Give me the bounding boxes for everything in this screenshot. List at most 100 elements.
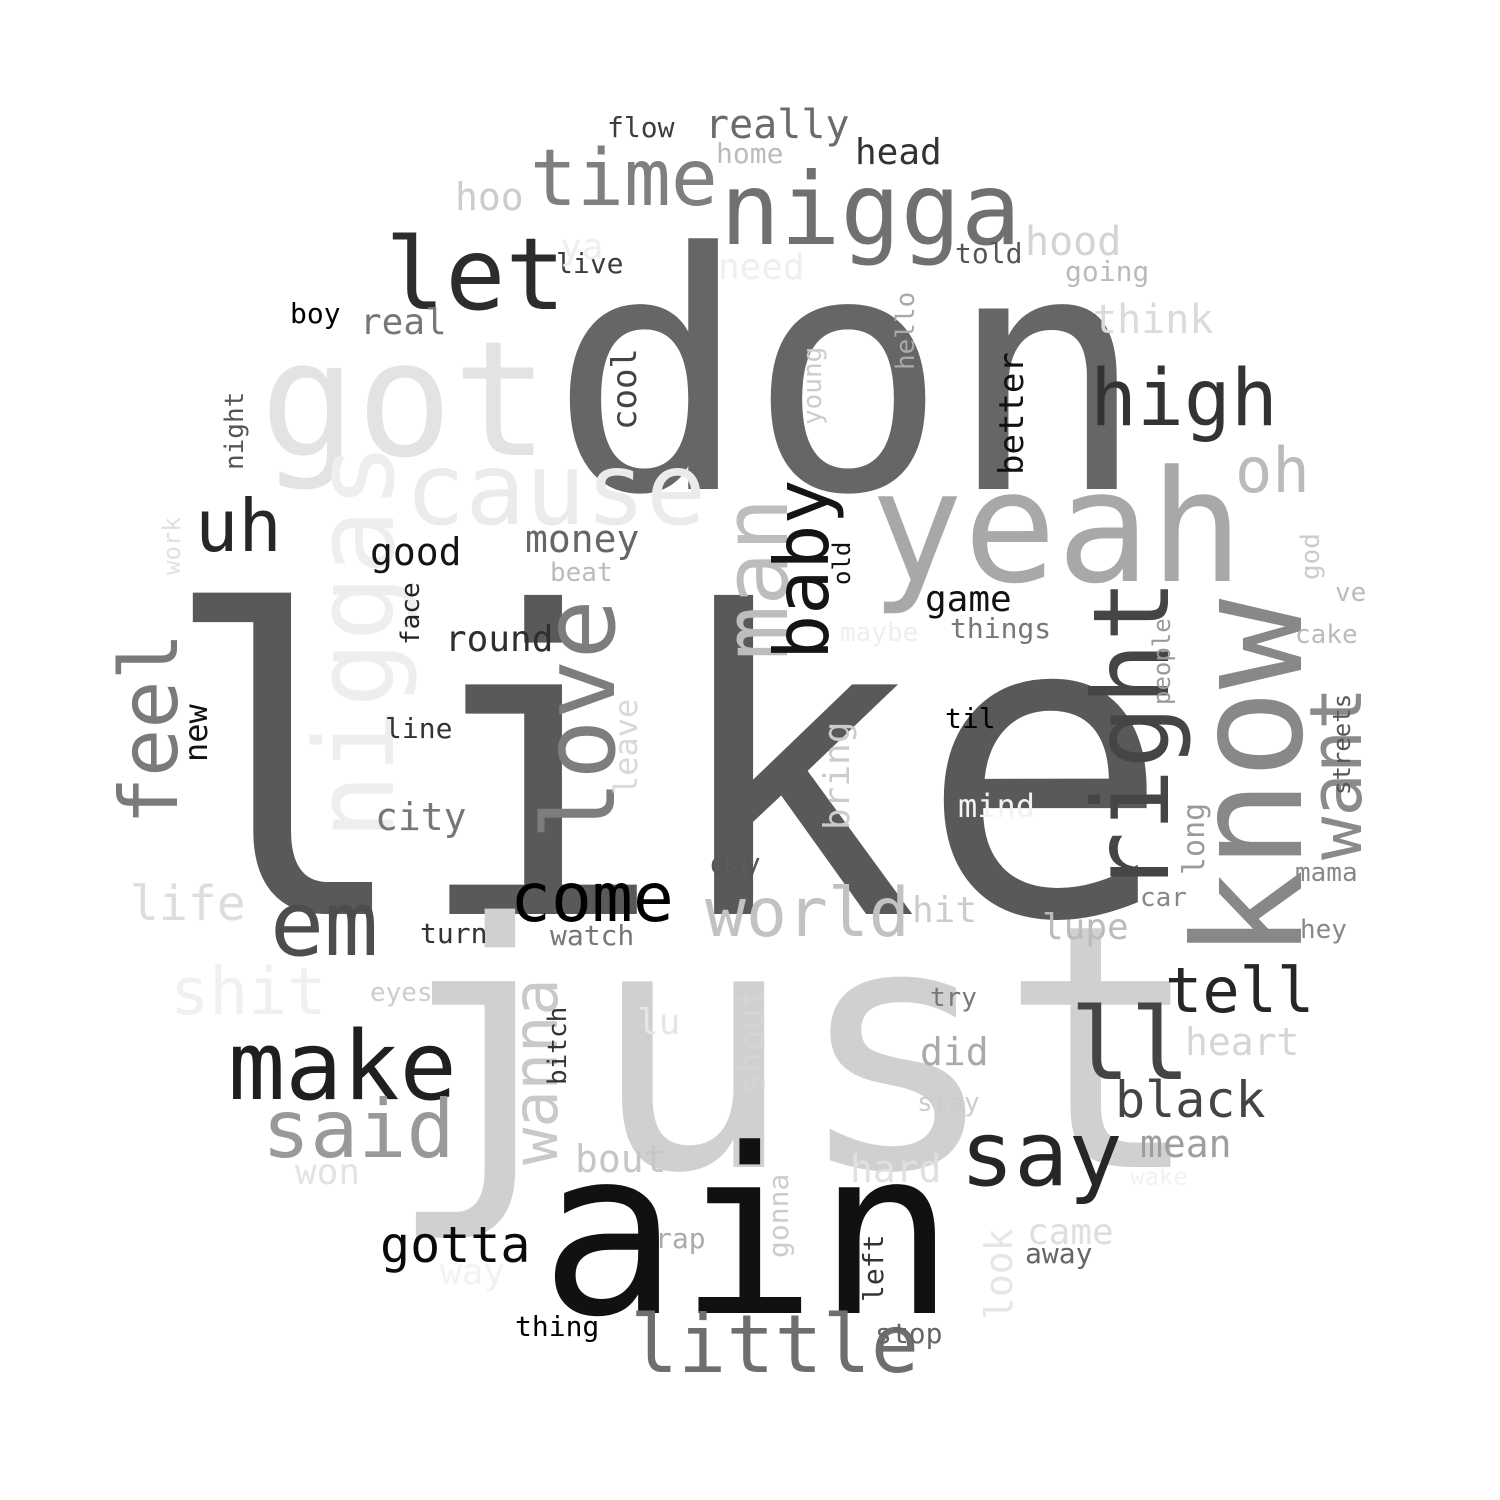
word-gotta: gotta [380, 1216, 531, 1274]
word-hit: hit [912, 890, 978, 931]
word-little: little [630, 1298, 919, 1391]
word-tell: tell [1165, 954, 1315, 1027]
word-stay: stay [917, 1088, 980, 1118]
word-life: life [130, 876, 246, 932]
word-long: long [1177, 802, 1212, 875]
word-hello: hello [891, 291, 921, 370]
word-lupe: lupe [1042, 907, 1129, 948]
word-cool: cool [605, 348, 645, 430]
word-car: car [1140, 883, 1187, 913]
word-til: til [945, 702, 996, 735]
word-hey: hey [1300, 915, 1347, 945]
word-real: real [360, 302, 447, 343]
word-line: line [385, 712, 453, 745]
word-good: good [370, 530, 462, 574]
word-shit: shit [170, 955, 327, 1030]
word-mama: mama [1295, 858, 1358, 888]
word-cause: cause [405, 431, 707, 548]
word-round: round [445, 619, 554, 660]
word-just: just [385, 852, 1204, 1248]
word-shout: shout [732, 986, 773, 1095]
word-won: won [295, 1152, 361, 1193]
word-city: city [375, 795, 467, 839]
word-old: old [828, 541, 856, 585]
word-mind: mind [958, 787, 1036, 825]
word-ll: ll [1070, 986, 1191, 1103]
word-wake: wake [1130, 1163, 1188, 1191]
word-head: head [855, 132, 942, 173]
word-streets: streets [1328, 693, 1356, 795]
word-think: think [1093, 297, 1214, 343]
word-day: day [710, 847, 761, 880]
word-world: world [705, 874, 910, 953]
word-try: try [930, 983, 977, 1013]
word-better: better [992, 352, 1032, 475]
word-high: high [1090, 354, 1278, 444]
word-heart: heart [1185, 1020, 1300, 1064]
word-oh: oh [1235, 434, 1310, 507]
word-watch: watch [550, 919, 635, 952]
word-money: money [525, 517, 640, 561]
word-maybe: maybe [840, 618, 919, 648]
word-like: like [160, 525, 1172, 1014]
word-let: let [385, 216, 566, 333]
word-bout: bout [575, 1137, 667, 1181]
word-hard: hard [850, 1147, 942, 1191]
word-game: game [925, 579, 1012, 620]
word-came: came [1027, 1212, 1114, 1253]
word-way: way [440, 1252, 506, 1293]
word-away: away [1025, 1237, 1093, 1270]
word-leave: leave [607, 698, 645, 795]
word-bring: bring [817, 721, 858, 830]
word-ve: ve [1335, 578, 1367, 608]
word-uh: uh [195, 484, 282, 568]
word-mean: mean [1140, 1122, 1232, 1166]
word-need: need [718, 247, 805, 288]
word-beat: beat [550, 558, 613, 588]
word-come: come [510, 859, 674, 938]
word-niggas: niggas [291, 442, 419, 840]
word-gonna: gonna [762, 1173, 795, 1258]
word-said: said [262, 1083, 455, 1176]
word-time: time [530, 134, 718, 224]
word-em: em [270, 872, 379, 977]
word-lu: lu [637, 1002, 681, 1043]
word-young: young [798, 346, 828, 425]
word-work: work [158, 517, 186, 575]
word-night: night [220, 391, 250, 470]
word-rap: rap [655, 1222, 706, 1255]
word-going: going [1065, 255, 1150, 288]
word-thing: thing [515, 1310, 600, 1343]
word-got: got [260, 306, 549, 493]
word-people: people [1148, 618, 1176, 705]
word-really: really [705, 102, 850, 148]
word-new: new [177, 704, 215, 762]
word-told: told [955, 237, 1023, 270]
word-did: did [920, 1030, 989, 1074]
word-god: god [1296, 533, 1326, 580]
word-yeah: yeah [870, 437, 1244, 618]
word-flow: flow [607, 111, 675, 144]
word-boy: boy [290, 297, 341, 330]
word-black: black [1115, 1071, 1266, 1129]
word-don: don [550, 183, 1147, 567]
word-stop: stop [875, 1317, 943, 1350]
word-home: home [716, 137, 784, 170]
word-face: face [396, 582, 426, 645]
word-hoo: hoo [455, 175, 524, 219]
word-eyes: eyes [370, 978, 433, 1008]
word-ain: ain [540, 1101, 956, 1368]
word-nigga: nigga [720, 151, 1022, 268]
word-say: say [960, 1102, 1123, 1207]
word-bitch: bitch [543, 1006, 573, 1085]
word-cake: cake [1295, 620, 1358, 650]
word-ya: ya [560, 227, 604, 268]
word-look: look [977, 1228, 1021, 1320]
word-live: live [556, 247, 624, 280]
word-hood: hood [1025, 219, 1122, 265]
word-turn: turn [420, 917, 488, 950]
word-things: things [950, 612, 1052, 645]
word-make: make [228, 1012, 457, 1122]
word-left: left [857, 1234, 890, 1302]
